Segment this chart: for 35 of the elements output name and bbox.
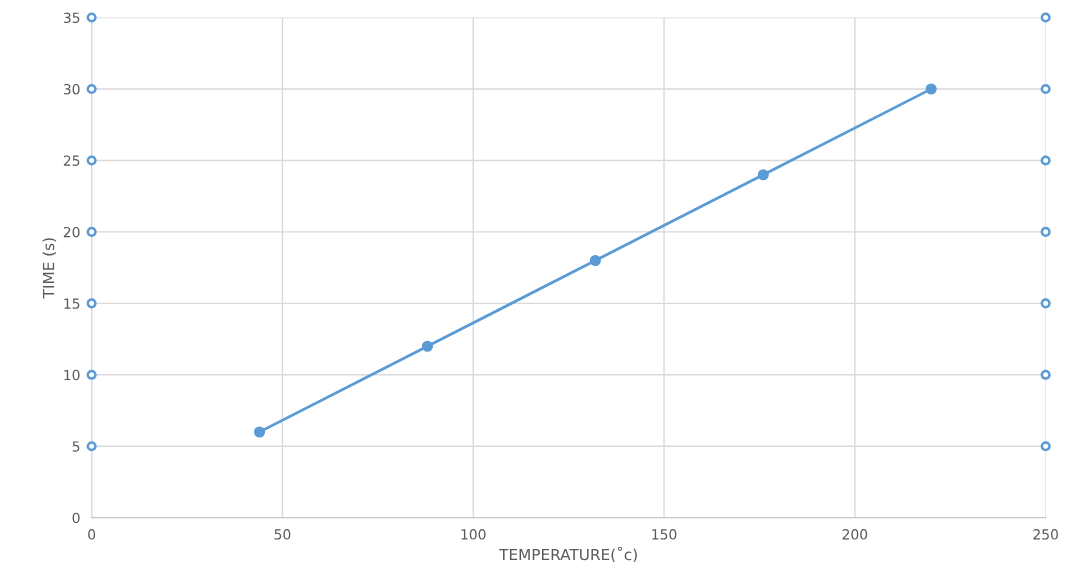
x-tick-label: 0	[88, 529, 96, 540]
y-tick-label: 25	[63, 155, 80, 166]
y-tick-label: 5	[72, 441, 80, 452]
x-tick-label: 100	[461, 529, 486, 540]
y-tick-label: 15	[64, 298, 80, 309]
point	[86, 441, 97, 452]
point	[1040, 155, 1051, 166]
point	[1040, 12, 1051, 23]
point	[86, 83, 97, 95]
point	[757, 169, 769, 181]
point	[86, 298, 97, 309]
point	[1040, 83, 1051, 95]
point	[1040, 298, 1051, 309]
x-tick-label: 150	[652, 529, 677, 540]
point	[589, 254, 601, 267]
point	[86, 155, 97, 166]
point	[1040, 369, 1051, 380]
x-tick-label: 250	[1033, 529, 1058, 540]
point	[86, 369, 97, 380]
point	[925, 83, 937, 95]
y-tick-label: 10	[64, 369, 80, 381]
point	[86, 226, 97, 237]
y-tick-label: 35	[63, 12, 80, 24]
point	[86, 12, 97, 23]
point	[1040, 226, 1051, 237]
y-tick-label: 20	[63, 226, 80, 238]
point	[421, 340, 434, 352]
y-tick-label: 0	[72, 512, 80, 524]
x-tick-label: 50	[274, 529, 291, 540]
point	[253, 426, 266, 438]
y-axis-title: TIME (s)	[42, 238, 57, 299]
point	[1040, 441, 1051, 452]
x-axis-title: TEMPERATURE(˚c)	[499, 546, 637, 563]
y-tick-label: 30	[63, 83, 80, 95]
x-tick-label: 200	[842, 529, 868, 540]
